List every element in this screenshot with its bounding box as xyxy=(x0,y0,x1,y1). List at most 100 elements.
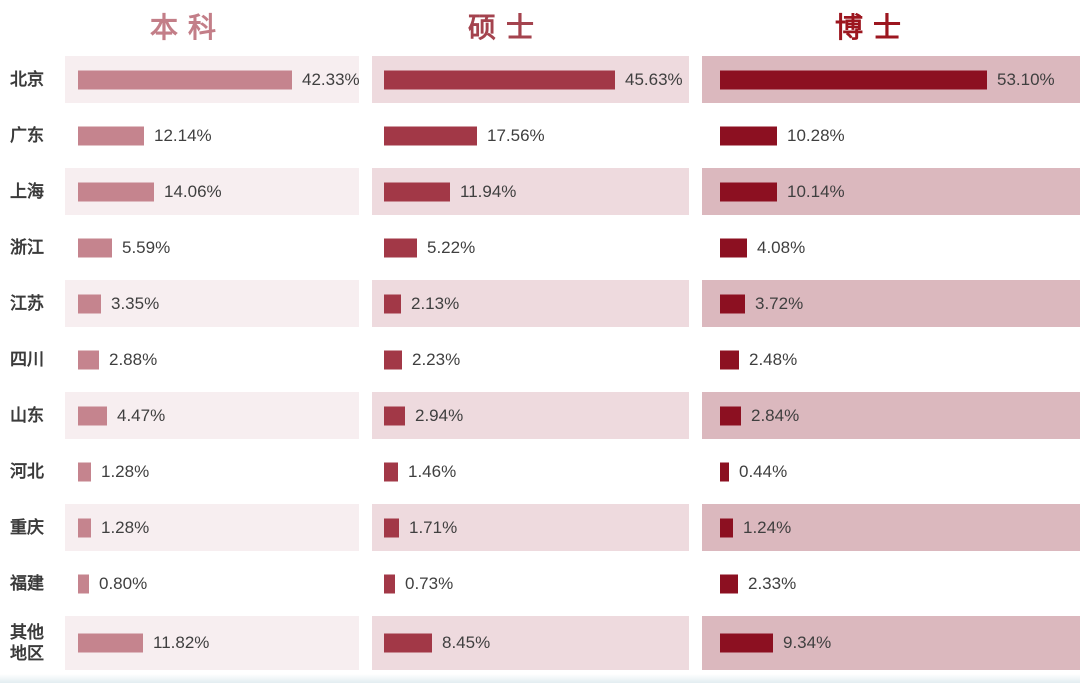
cell-master: 17.56% xyxy=(372,112,689,159)
row-band xyxy=(372,392,689,439)
column-header-doctor: 博士 xyxy=(834,12,912,43)
bar xyxy=(384,126,477,145)
bar xyxy=(384,518,399,537)
cell-doctor: 2.48% xyxy=(702,336,1080,383)
region-label: 重庆 xyxy=(10,517,44,537)
value-label: 5.22% xyxy=(427,237,476,257)
value-label: 0.80% xyxy=(99,573,148,593)
region-label: 上海 xyxy=(10,181,44,201)
bar xyxy=(720,238,747,257)
bar xyxy=(78,574,89,593)
bar xyxy=(384,182,450,201)
bar xyxy=(78,633,143,653)
value-label: 53.10% xyxy=(997,69,1055,89)
bar xyxy=(720,518,733,537)
bar xyxy=(384,633,432,653)
cell-bachelor: 4.47% xyxy=(65,392,359,439)
value-label: 0.73% xyxy=(405,573,454,593)
row-band xyxy=(702,392,1080,439)
cell-master: 0.73% xyxy=(372,560,689,607)
bottom-fade-strip xyxy=(0,674,1080,683)
region-label: 江苏 xyxy=(10,293,44,313)
bar xyxy=(720,574,738,593)
bar xyxy=(720,70,987,89)
bar xyxy=(720,350,739,369)
value-label: 3.72% xyxy=(755,293,804,313)
region-label: 山东 xyxy=(10,405,44,425)
chart-rows: 北京 42.33% 45.63% 53.10% 广东 12.14% 17.56% xyxy=(0,56,1080,670)
region-label: 其他地区 xyxy=(10,622,44,663)
bar xyxy=(384,350,402,369)
row-band xyxy=(702,504,1080,551)
bar xyxy=(384,462,398,481)
row-band xyxy=(372,280,689,327)
cell-bachelor: 11.82% xyxy=(65,616,359,670)
bar xyxy=(78,294,101,313)
cell-bachelor: 3.35% xyxy=(65,280,359,327)
column-header-bachelor: 本科 xyxy=(149,12,227,43)
bar xyxy=(720,182,777,201)
value-label: 1.24% xyxy=(743,517,792,537)
table-row: 北京 42.33% 45.63% 53.10% xyxy=(0,56,1080,103)
value-label: 10.28% xyxy=(787,125,845,145)
bar xyxy=(720,633,773,653)
bar xyxy=(720,126,777,145)
cell-master: 2.23% xyxy=(372,336,689,383)
bar xyxy=(78,238,112,257)
cell-bachelor: 42.33% xyxy=(65,56,360,103)
column-header-master: 硕士 xyxy=(467,12,545,43)
value-label: 10.14% xyxy=(787,181,845,201)
value-label: 2.94% xyxy=(415,405,464,425)
value-label: 1.28% xyxy=(101,517,150,537)
bar xyxy=(720,406,741,425)
bar xyxy=(78,70,292,89)
region-label: 浙江 xyxy=(10,237,44,257)
value-label: 2.23% xyxy=(412,349,461,369)
value-label: 5.59% xyxy=(122,237,171,257)
row-band xyxy=(702,280,1080,327)
cell-doctor: 2.33% xyxy=(702,560,1080,607)
table-row: 广东 12.14% 17.56% 10.28% xyxy=(0,112,1080,159)
region-label: 福建 xyxy=(10,573,44,593)
table-row: 河北 1.28% 1.46% 0.44% xyxy=(0,448,1080,495)
value-label: 45.63% xyxy=(625,69,683,89)
cell-doctor: 10.28% xyxy=(702,112,1080,159)
bar xyxy=(384,294,401,313)
row-band xyxy=(65,280,359,327)
region-label: 北京 xyxy=(10,69,44,89)
table-row: 其他地区 11.82% 8.45% 9.34% xyxy=(0,616,1080,670)
region-label: 广东 xyxy=(10,125,44,145)
cell-doctor: 1.24% xyxy=(702,504,1080,551)
value-label: 8.45% xyxy=(442,633,491,652)
cell-doctor: 4.08% xyxy=(702,224,1080,271)
region-label: 河北 xyxy=(10,461,44,481)
value-label: 2.84% xyxy=(751,405,800,425)
value-label: 11.94% xyxy=(460,181,517,201)
value-label: 2.33% xyxy=(748,573,797,593)
value-label: 17.56% xyxy=(487,125,545,145)
bar xyxy=(78,182,154,201)
cell-master: 1.71% xyxy=(372,504,689,551)
cell-master: 5.22% xyxy=(372,224,689,271)
table-row: 福建 0.80% 0.73% 2.33% xyxy=(0,560,1080,607)
cell-master: 45.63% xyxy=(372,56,689,103)
row-band xyxy=(65,504,359,551)
value-label: 11.82% xyxy=(153,633,210,652)
bar xyxy=(720,294,745,313)
cell-bachelor: 2.88% xyxy=(65,336,359,383)
value-label: 2.13% xyxy=(411,293,460,313)
cell-bachelor: 5.59% xyxy=(65,224,359,271)
table-row: 山东 4.47% 2.94% 2.84% xyxy=(0,392,1080,439)
cell-doctor: 0.44% xyxy=(702,448,1080,495)
bar xyxy=(384,406,405,425)
bar xyxy=(78,350,99,369)
bar xyxy=(384,70,615,89)
value-label: 1.46% xyxy=(408,461,457,481)
table-row: 江苏 3.35% 2.13% 3.72% xyxy=(0,280,1080,327)
row-band xyxy=(65,392,359,439)
value-label: 2.48% xyxy=(749,349,798,369)
cell-doctor: 10.14% xyxy=(702,168,1080,215)
value-label: 9.34% xyxy=(783,633,832,652)
cell-doctor: 9.34% xyxy=(702,616,1080,670)
